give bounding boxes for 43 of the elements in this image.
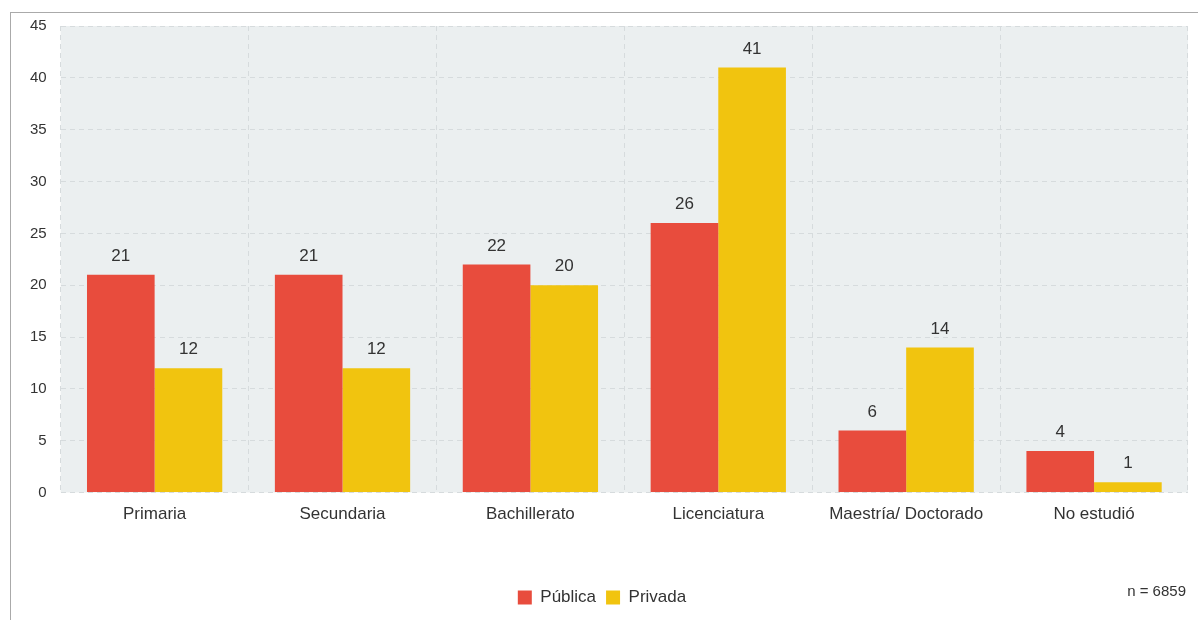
bar xyxy=(154,368,223,493)
data-label: 41 xyxy=(742,38,762,58)
y-tick-label: 35 xyxy=(30,119,47,137)
bar xyxy=(462,264,531,493)
data-label: 4 xyxy=(1055,422,1065,442)
y-tick-label: 20 xyxy=(30,275,47,293)
text: n = 6859 xyxy=(1127,582,1186,600)
data-label: 12 xyxy=(178,339,198,359)
y-tick-label: 40 xyxy=(30,67,47,85)
x-tick-label: Primaria xyxy=(122,504,187,524)
data-label: 12 xyxy=(366,339,386,359)
y-tick-label: 10 xyxy=(30,379,47,397)
data-label: 21 xyxy=(111,246,131,266)
bar xyxy=(342,368,411,493)
y-tick-label: 15 xyxy=(30,327,47,345)
y-tick-label: 30 xyxy=(30,171,47,189)
bar xyxy=(718,67,786,493)
bar xyxy=(650,223,719,493)
bar xyxy=(1026,451,1095,493)
x-tick-label: Licenciatura xyxy=(672,504,765,524)
legend-label: Pública xyxy=(540,587,597,607)
x-tick-label: Secundaria xyxy=(299,504,387,524)
data-label: 14 xyxy=(930,318,950,338)
bar xyxy=(838,430,907,493)
data-label: 6 xyxy=(867,401,878,421)
legend-label: Privada xyxy=(628,587,687,607)
x-tick-label: Bachillerato xyxy=(485,504,575,524)
x-tick-label: Maestría/ Doctorado xyxy=(829,504,984,524)
bar xyxy=(906,347,974,493)
bar xyxy=(530,285,599,493)
data-label: 26 xyxy=(675,194,694,214)
data-label: 22 xyxy=(487,235,507,255)
data-label: 1 xyxy=(1123,453,1133,473)
bar xyxy=(86,274,155,493)
y-tick-label: 45 xyxy=(30,16,47,34)
bar xyxy=(274,274,343,493)
x-tick-label: No estudió xyxy=(1053,504,1135,524)
data-label: 21 xyxy=(299,246,319,266)
y-tick-label: 5 xyxy=(38,430,47,448)
y-tick-label: 25 xyxy=(30,223,47,241)
data-label: 20 xyxy=(554,256,574,276)
y-tick-label: 0 xyxy=(38,482,47,500)
bar xyxy=(1094,482,1162,493)
